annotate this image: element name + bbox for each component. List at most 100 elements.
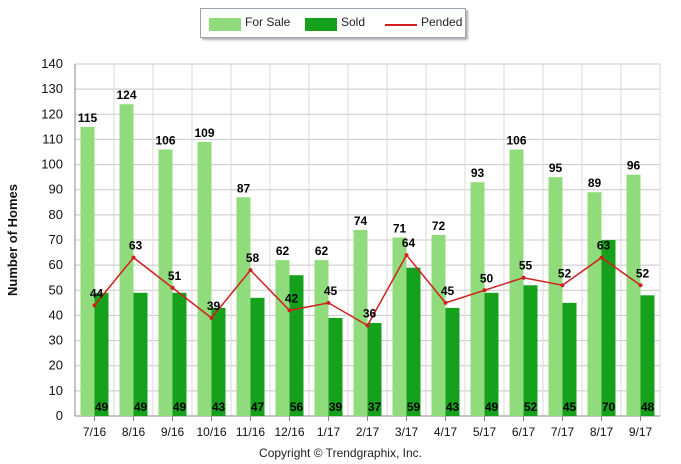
- data-label-sold: 45: [563, 400, 577, 414]
- y-tick-label: 130: [41, 81, 63, 96]
- bar-for-sale: [197, 141, 212, 416]
- pended-point: [365, 323, 370, 328]
- data-label-sold: 49: [134, 400, 148, 414]
- bar-for-sale: [80, 126, 95, 416]
- data-label-for-sale: 124: [116, 88, 136, 102]
- data-label-pended: 42: [285, 291, 299, 305]
- bar-for-sale: [626, 174, 641, 416]
- bar-sold: [562, 302, 577, 416]
- pended-point: [248, 268, 253, 273]
- data-label-for-sale: 71: [393, 221, 407, 235]
- bar-sold: [172, 292, 187, 416]
- bar-sold: [133, 292, 148, 416]
- y-tick-label: 50: [49, 282, 63, 297]
- legend-swatch-pended: [385, 24, 417, 26]
- legend-label-pended: Pended: [421, 15, 463, 29]
- x-tick-label: 10/16: [196, 425, 226, 439]
- data-label-sold: 37: [368, 400, 382, 414]
- data-label-for-sale: 96: [627, 159, 641, 173]
- data-label-sold: 43: [212, 400, 226, 414]
- bar-for-sale: [587, 192, 602, 416]
- y-tick-label: 100: [41, 157, 63, 172]
- y-tick-label: 30: [49, 333, 63, 348]
- pended-point: [638, 283, 643, 288]
- data-label-sold: 48: [641, 400, 655, 414]
- data-label-for-sale: 89: [588, 176, 602, 190]
- x-tick-label: 2/17: [356, 425, 380, 439]
- data-label-pended: 52: [558, 266, 572, 280]
- bar-for-sale: [119, 104, 134, 416]
- pended-point: [209, 315, 214, 320]
- data-label-pended: 44: [90, 286, 104, 300]
- x-tick-label: 8/17: [590, 425, 614, 439]
- y-tick-label: 80: [49, 207, 63, 222]
- data-label-pended: 52: [636, 266, 650, 280]
- bar-for-sale: [236, 197, 251, 416]
- data-label-for-sale: 62: [315, 244, 329, 258]
- y-tick-label: 110: [42, 131, 63, 146]
- data-label-for-sale: 106: [506, 133, 526, 147]
- pended-point: [599, 255, 604, 260]
- pended-line: [92, 253, 643, 328]
- data-label-sold: 49: [485, 400, 499, 414]
- x-tick-label: 7/16: [83, 425, 107, 439]
- pended-point: [521, 275, 526, 280]
- data-label-pended: 58: [246, 251, 260, 265]
- x-tick-label: 8/16: [122, 425, 146, 439]
- data-label-sold: 39: [329, 400, 343, 414]
- data-label-pended: 45: [324, 284, 338, 298]
- legend-label-for-sale: For Sale: [245, 15, 291, 29]
- data-label-for-sale: 74: [354, 214, 368, 228]
- bar-sold: [367, 322, 382, 416]
- pended-point: [287, 308, 292, 313]
- y-tick-label: 0: [56, 408, 63, 423]
- data-label-for-sale: 93: [471, 166, 485, 180]
- bar-sold: [484, 292, 499, 416]
- bar-sold: [328, 317, 343, 416]
- bar-for-sale: [509, 149, 524, 416]
- data-label-pended: 63: [597, 239, 611, 253]
- data-label-pended: 51: [168, 269, 182, 283]
- pended-point: [326, 300, 331, 305]
- bar-sold: [601, 240, 616, 416]
- data-label-sold: 43: [446, 400, 460, 414]
- bar-sold: [523, 285, 538, 416]
- data-label-pended: 64: [402, 236, 416, 250]
- data-label-sold: 56: [290, 400, 304, 414]
- copyright-text: Copyright © Trendgraphix, Inc.: [259, 446, 422, 460]
- y-axis-label: Number of Homes: [5, 184, 20, 296]
- bar-for-sale: [470, 182, 485, 416]
- bar-sold: [445, 307, 460, 416]
- data-label-pended: 45: [441, 284, 455, 298]
- data-labels: 115 49 124 49 106 49 109 43 87 47 62 56 62 39 74 37 71 59…: [78, 88, 655, 414]
- y-tick-label: 140: [41, 56, 63, 71]
- bar-sold: [640, 295, 655, 416]
- pended-point: [443, 300, 448, 305]
- legend-swatch-for-sale: [209, 18, 241, 31]
- bar-sold: [211, 307, 226, 416]
- x-tick-label: 5/17: [473, 425, 497, 439]
- data-label-for-sale: 72: [432, 219, 446, 233]
- bar-for-sale: [431, 234, 446, 416]
- y-tick-label: 20: [49, 358, 63, 373]
- y-tick-label: 60: [49, 257, 63, 272]
- x-tick-label: 6/17: [512, 425, 536, 439]
- x-tick-label: 7/17: [551, 425, 575, 439]
- bar-for-sale: [353, 229, 368, 416]
- legend-swatch-sold: [305, 18, 337, 31]
- bar-sold: [406, 267, 421, 416]
- bar-for-sale: [392, 237, 407, 416]
- legend-label-sold: Sold: [341, 15, 366, 29]
- data-label-sold: 49: [173, 400, 187, 414]
- pended-point: [92, 303, 97, 308]
- data-label-sold: 49: [95, 400, 109, 414]
- y-tick-label: 10: [49, 383, 63, 398]
- data-label-sold: 52: [524, 400, 538, 414]
- pended-point: [170, 285, 175, 290]
- y-tick-label: 70: [49, 232, 63, 247]
- pended-point: [482, 288, 487, 293]
- data-label-pended: 55: [519, 259, 533, 273]
- data-label-sold: 59: [407, 400, 421, 414]
- pended-point: [131, 255, 136, 260]
